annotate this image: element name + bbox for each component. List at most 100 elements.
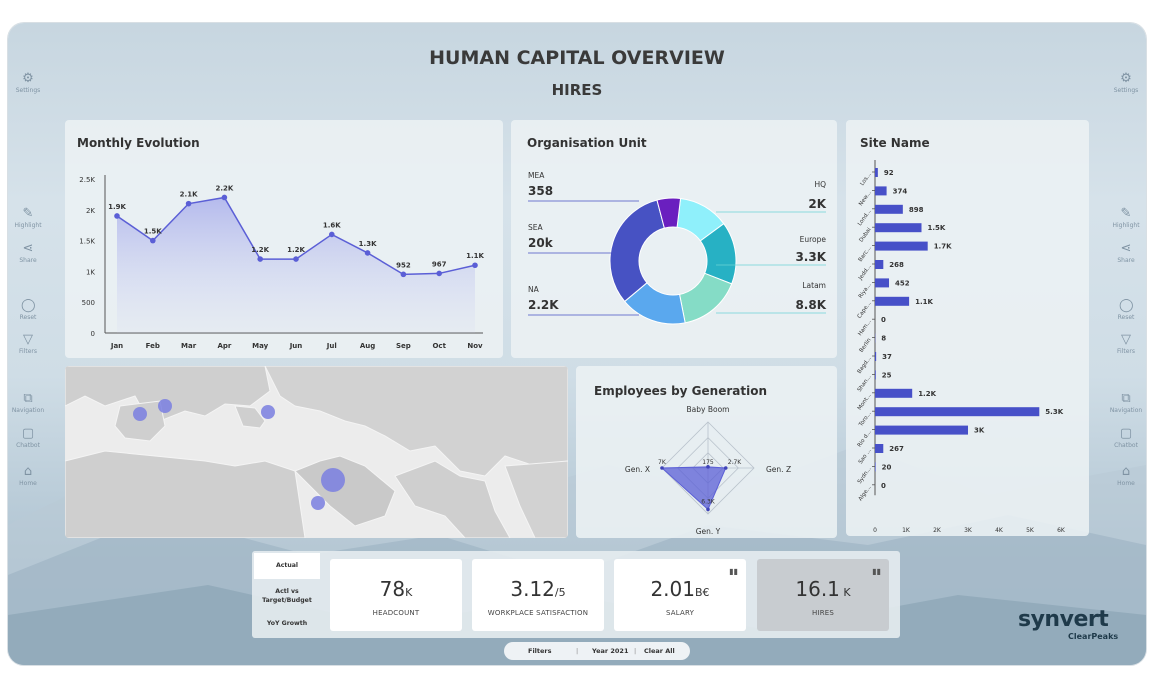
kpi-label: SALARY (665, 609, 695, 617)
map-bubble-portugal[interactable] (133, 407, 147, 421)
data-point[interactable] (114, 213, 120, 219)
map-bubble-spain[interactable] (158, 399, 172, 413)
data-point[interactable] (400, 271, 407, 278)
tab-actual-vs-target[interactable]: Actl vs Target/Budget (262, 588, 312, 604)
data-point[interactable] (706, 507, 710, 512)
map-bubble-yemen[interactable] (311, 496, 325, 510)
donut-slice-mea[interactable] (656, 197, 682, 229)
x-tick-label: Jun (289, 342, 303, 350)
page-title: HUMAN CAPITAL OVERVIEW (429, 47, 725, 69)
kpi-value: 16.1 (795, 577, 840, 601)
kpi-value: 2.01 (650, 577, 695, 601)
bar[interactable] (875, 186, 887, 196)
kpi-unit: K (405, 586, 413, 599)
bar[interactable] (875, 223, 922, 233)
data-point[interactable] (293, 256, 299, 262)
toolbar-home-button[interactable]: ⌂ Home (8, 464, 48, 487)
toolbar-highlight-button[interactable]: ✎ Highlight (1106, 206, 1146, 229)
toolbar-share-button[interactable]: ⋖ Share (8, 241, 48, 264)
data-point[interactable] (706, 465, 710, 469)
toolbar-chatbot-button[interactable]: ▢ Chatbot (1106, 426, 1146, 449)
tab-yoy-growth[interactable]: YoY Growth (266, 620, 308, 627)
donut-slice-latam[interactable] (678, 272, 733, 324)
data-label: 1.1K (466, 252, 484, 260)
toolbar-settings-button[interactable]: ⚙ Settings (1106, 71, 1146, 94)
kpi-headcount[interactable]: 78K HEADCOUNT (330, 559, 462, 631)
bar[interactable] (875, 278, 890, 288)
toolbar-settings-button[interactable]: ⚙ Settings (8, 71, 48, 94)
data-point[interactable] (185, 200, 192, 207)
bar[interactable] (875, 260, 884, 269)
y-tick-label: Rio d... (857, 429, 873, 448)
brand-logo: synvert (1018, 607, 1109, 632)
bar[interactable] (875, 388, 913, 398)
data-point[interactable] (329, 231, 335, 238)
y-tick-label: Jedd... (857, 264, 873, 283)
x-tick-label: 0 (873, 527, 877, 534)
home-icon: ⌂ (23, 464, 33, 479)
kpi-workplace-satisfaction[interactable]: 3.12/5 WORKPLACE SATISFACTION (472, 559, 604, 631)
data-label: 1.3K (359, 240, 377, 248)
y-tick-label: Barc... (858, 245, 873, 263)
bar[interactable] (875, 204, 903, 214)
data-point[interactable] (257, 256, 263, 262)
data-label: 0 (881, 316, 886, 324)
kpi-salary[interactable]: ▮▮ 2.01B€ SALARY (614, 559, 746, 631)
bar[interactable] (875, 241, 928, 251)
toolbar-share-button[interactable]: ⋖ Share (1106, 241, 1146, 264)
toolbar-chatbot-button[interactable]: ▢ Chatbot (8, 426, 48, 449)
toolbar-navigation-button[interactable]: ⧉ Navigation (1106, 391, 1146, 414)
map-panel[interactable] (65, 366, 568, 538)
axis-label: Gen. Y (696, 527, 721, 536)
toolbar-reset-button[interactable]: ◯ Reset (8, 298, 48, 321)
bar[interactable] (875, 370, 876, 380)
bar-chart-icon[interactable]: ▮▮ (729, 567, 738, 576)
data-label: 374 (893, 187, 908, 195)
data-label: 1.9K (108, 203, 126, 211)
data-point[interactable] (723, 466, 728, 470)
data-point[interactable] (660, 466, 664, 470)
legend-name: NA (528, 285, 540, 294)
year-filter-button[interactable]: Year 2021 (592, 647, 629, 655)
bar[interactable] (875, 168, 878, 177)
toolbar-filters-button[interactable]: ▽ Filters (1106, 332, 1146, 355)
clear-all-button[interactable]: Clear All (644, 647, 675, 655)
data-point[interactable] (221, 194, 228, 201)
bar[interactable] (875, 425, 968, 435)
bar-chart-icon[interactable]: ▮▮ (872, 567, 881, 576)
x-tick-label: Sep (396, 342, 411, 350)
filter-icon: ▽ (23, 332, 33, 347)
bar[interactable] (875, 462, 876, 472)
y-tick-label: Toro... (858, 411, 873, 429)
data-label: 8 (881, 335, 886, 343)
data-point[interactable] (436, 270, 443, 277)
toolbar-navigation-button[interactable]: ⧉ Navigation (8, 391, 48, 414)
data-label: 952 (396, 261, 411, 269)
data-point[interactable] (472, 262, 478, 269)
x-tick-label: 5K (1026, 527, 1035, 534)
monthly-evolution-panel: Monthly Evolution 0 500 1K 1.5K 2K 2.5K 1.9K Ja… (65, 120, 503, 358)
home-icon: ⌂ (1121, 464, 1131, 479)
toolbar-filters-button[interactable]: ▽ Filters (8, 332, 48, 355)
x-tick-label: Apr (217, 342, 231, 350)
map-bubble-turkey[interactable] (261, 405, 275, 419)
data-point[interactable] (364, 250, 371, 256)
bar[interactable] (875, 407, 1040, 417)
bar[interactable] (875, 352, 877, 361)
map[interactable] (65, 366, 568, 538)
kpi-label: HEADCOUNT (372, 609, 420, 617)
tab-actual[interactable]: Actual (275, 562, 299, 569)
kpi-hires[interactable]: ▮▮ 16.1 K HIRES (757, 559, 889, 631)
bar[interactable] (875, 444, 884, 453)
toolbar-reset-button[interactable]: ◯ Reset (1106, 298, 1146, 321)
bar[interactable] (875, 296, 910, 306)
donut-slice-sea[interactable] (609, 199, 665, 303)
kpi-label: HIRES (811, 609, 835, 617)
toolbar-highlight-button[interactable]: ✎ Highlight (8, 206, 48, 229)
site-name-panel: Site Name Los... 92 New... 374 Lond... 898 Dub… (846, 120, 1089, 536)
toolbar-home-button[interactable]: ⌂ Home (1106, 464, 1146, 487)
data-point[interactable] (150, 237, 156, 244)
map-bubble-saudi-arabia[interactable] (321, 468, 345, 492)
highlighter-icon: ✎ (1120, 206, 1132, 221)
filters-button[interactable]: Filters (528, 647, 552, 655)
